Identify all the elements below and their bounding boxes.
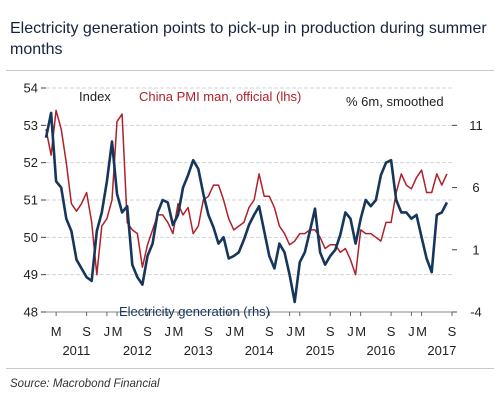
left-tick-label: 53 [24, 118, 38, 133]
left-tick-label: 50 [24, 230, 38, 245]
x-month-label: M [112, 324, 123, 339]
left-tick-label: 51 [24, 193, 38, 208]
gridlines [46, 87, 452, 313]
left-tick-label: 48 [24, 305, 38, 320]
axes [41, 87, 457, 316]
x-month-label: S [204, 324, 213, 339]
x-year-label: 2012 [123, 343, 152, 358]
x-year-label: 2015 [306, 343, 335, 358]
electricity-series-label: Electricity generation (rhs) [119, 304, 270, 319]
x-month-label: S [143, 324, 152, 339]
x-year-label: 2011 [62, 343, 90, 358]
pmi-series-line [45, 109, 448, 276]
annotations: Index China PMI man, official (lhs) % 6m, … [79, 89, 444, 319]
x-year-label: 2016 [366, 343, 395, 358]
x-month-label: S [387, 324, 396, 339]
right-tick-label: 11 [469, 118, 483, 133]
x-month-label: M [355, 324, 366, 339]
chart-title: Electricity generation points to pick-up… [10, 20, 487, 58]
right-tick-label: 1 [472, 242, 479, 257]
x-month-label: S [326, 324, 335, 339]
x-month-label: M [173, 324, 184, 339]
right-tick-label: -4 [470, 305, 482, 320]
x-month-label: J [286, 324, 293, 339]
pmi-series-label: China PMI man, official (lhs) [139, 89, 301, 104]
x-year-label: 2014 [245, 343, 274, 358]
x-month-label: M [416, 324, 427, 339]
right-tick-label: 6 [472, 180, 479, 195]
footer-divider [6, 368, 494, 369]
x-month-label: J [165, 324, 172, 339]
electricity-series-line [44, 111, 449, 304]
left-tick-label: 52 [24, 155, 38, 170]
x-month-label: J [104, 324, 111, 339]
x-month-label: J [408, 324, 415, 339]
left-tick-label: 54 [24, 81, 38, 96]
x-month-label: M [294, 324, 305, 339]
x-year-label: 2017 [427, 343, 456, 358]
x-month-label: J [347, 324, 354, 339]
title-divider [6, 70, 494, 71]
x-month-label: S [448, 324, 457, 339]
x-month-label: M [51, 324, 62, 339]
x-year-label: 2013 [184, 343, 213, 358]
x-month-label: S [265, 324, 274, 339]
series-lines [44, 109, 449, 304]
source-note: Source: Macrobond Financial [10, 378, 160, 390]
x-month-label: M [233, 324, 244, 339]
x-month-label: S [82, 324, 91, 339]
left-axis-unit-label: Index [79, 89, 111, 104]
left-tick-label: 49 [24, 267, 38, 282]
x-month-label: J [225, 324, 232, 339]
right-axis-unit-label: % 6m, smoothed [346, 94, 444, 109]
